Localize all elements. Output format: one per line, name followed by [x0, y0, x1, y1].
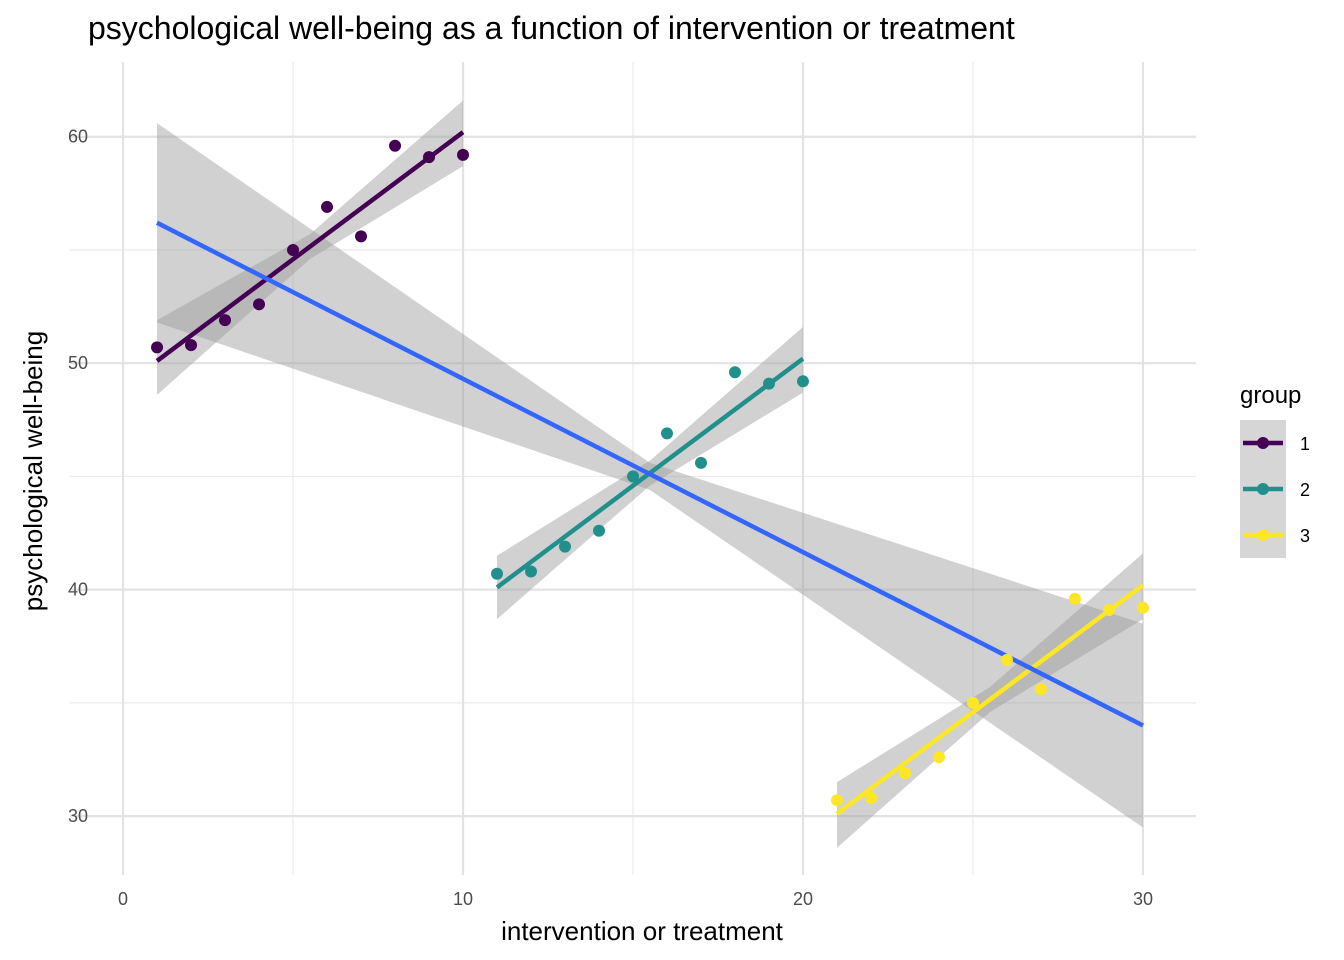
- x-tick-label: 30: [1133, 889, 1153, 909]
- legend-label-1: 1: [1300, 434, 1310, 454]
- group-3-point: [932, 751, 945, 764]
- group-3-point: [864, 792, 877, 805]
- group-1-point: [423, 151, 436, 164]
- group-1-point: [185, 339, 198, 352]
- group-1-point: [355, 230, 368, 243]
- group-3-point: [1000, 653, 1013, 666]
- group-2-point: [627, 470, 639, 483]
- x-axis-title: intervention or treatment: [501, 916, 784, 946]
- legend-label-3: 3: [1300, 526, 1310, 546]
- y-tick-label: 60: [68, 127, 88, 147]
- x-tick-label: 20: [793, 889, 813, 909]
- legend-label-2: 2: [1300, 480, 1310, 500]
- group-3-fit-line: [835, 583, 1145, 816]
- x-tick-label: 0: [118, 889, 128, 909]
- y-axis-title: psychological well-being: [18, 331, 48, 611]
- group-3-point: [1102, 604, 1115, 617]
- y-tick-label: 50: [68, 353, 88, 373]
- group-3-point: [830, 794, 843, 807]
- group-1-point: [321, 200, 334, 213]
- group-1-point: [219, 314, 232, 327]
- group-1-point: [457, 148, 470, 161]
- data-points: [151, 139, 1149, 807]
- group-3-point: [1136, 601, 1149, 614]
- group-3-point: [898, 767, 911, 780]
- group-1-fit-line: [155, 130, 465, 363]
- group-1-point: [151, 341, 164, 354]
- legend-key-point-1: [1257, 437, 1269, 449]
- legend-key-point-2: [1257, 483, 1269, 495]
- overall-fit-line: [156, 220, 1144, 728]
- group-2-point: [660, 427, 673, 440]
- group-2-point: [796, 375, 809, 388]
- group-3-point: [966, 696, 979, 709]
- group-1-point: [287, 243, 300, 256]
- group-2-point: [491, 567, 504, 580]
- group-1-point: [253, 298, 266, 311]
- legend-key-point-3: [1257, 529, 1269, 541]
- group-1-point: [389, 139, 402, 152]
- chart-title: psychological well-being as a function o…: [88, 10, 1015, 46]
- group-2-point: [559, 540, 572, 553]
- group-2-point: [593, 524, 606, 537]
- group-2-point: [525, 565, 538, 578]
- y-tick-label: 30: [68, 806, 88, 826]
- group-3-point: [1034, 683, 1047, 696]
- tick-labels: 0 10 20 30 30 40 50 60: [68, 127, 1153, 909]
- group-3-point: [1068, 592, 1081, 605]
- y-tick-label: 40: [68, 580, 88, 600]
- legend: group 1 2 3: [1240, 382, 1310, 558]
- legend-title: group: [1240, 382, 1301, 409]
- group-2-point: [728, 366, 741, 379]
- group-2-point: [694, 456, 707, 469]
- group-2-point: [762, 377, 775, 390]
- x-tick-label: 10: [453, 889, 473, 909]
- fit-lines: [155, 130, 1145, 816]
